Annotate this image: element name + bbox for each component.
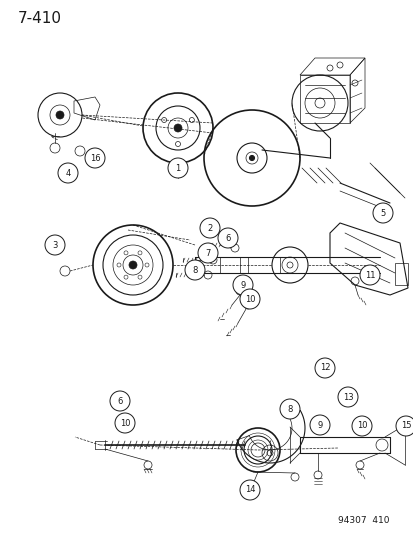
Circle shape [218, 228, 237, 248]
Text: 6: 6 [225, 233, 230, 243]
Circle shape [249, 156, 254, 160]
Circle shape [233, 275, 252, 295]
Text: 8: 8 [192, 265, 197, 274]
Text: 10: 10 [244, 295, 255, 303]
Circle shape [56, 111, 64, 119]
Circle shape [110, 391, 130, 411]
Circle shape [309, 415, 329, 435]
Circle shape [279, 399, 299, 419]
Text: 14: 14 [244, 486, 255, 495]
Text: 6: 6 [117, 397, 122, 406]
Text: 16: 16 [90, 154, 100, 163]
Text: 94307  410: 94307 410 [338, 516, 389, 525]
Circle shape [314, 358, 334, 378]
Circle shape [372, 203, 392, 223]
Text: 15: 15 [400, 422, 410, 431]
Text: 4: 4 [65, 168, 71, 177]
Text: 9: 9 [317, 421, 322, 430]
Text: 2: 2 [207, 223, 212, 232]
Circle shape [58, 163, 78, 183]
Circle shape [85, 148, 105, 168]
Text: 1: 1 [175, 164, 180, 173]
Text: 3: 3 [52, 240, 57, 249]
Circle shape [240, 289, 259, 309]
Circle shape [129, 261, 137, 269]
Text: 9: 9 [240, 280, 245, 289]
Text: 5: 5 [380, 208, 385, 217]
Circle shape [351, 416, 371, 436]
Text: 10: 10 [356, 422, 366, 431]
Text: 10: 10 [119, 418, 130, 427]
Circle shape [359, 265, 379, 285]
Text: 7: 7 [205, 248, 210, 257]
Circle shape [395, 416, 413, 436]
Text: 12: 12 [319, 364, 330, 373]
Text: 7-410: 7-410 [18, 11, 62, 26]
Text: 8: 8 [287, 405, 292, 414]
Text: 11: 11 [364, 271, 374, 279]
Circle shape [173, 124, 182, 132]
Circle shape [168, 158, 188, 178]
Circle shape [240, 480, 259, 500]
Circle shape [45, 235, 65, 255]
Text: 13: 13 [342, 392, 352, 401]
Circle shape [199, 218, 219, 238]
Circle shape [115, 413, 135, 433]
Circle shape [197, 243, 218, 263]
Circle shape [337, 387, 357, 407]
Circle shape [185, 260, 204, 280]
